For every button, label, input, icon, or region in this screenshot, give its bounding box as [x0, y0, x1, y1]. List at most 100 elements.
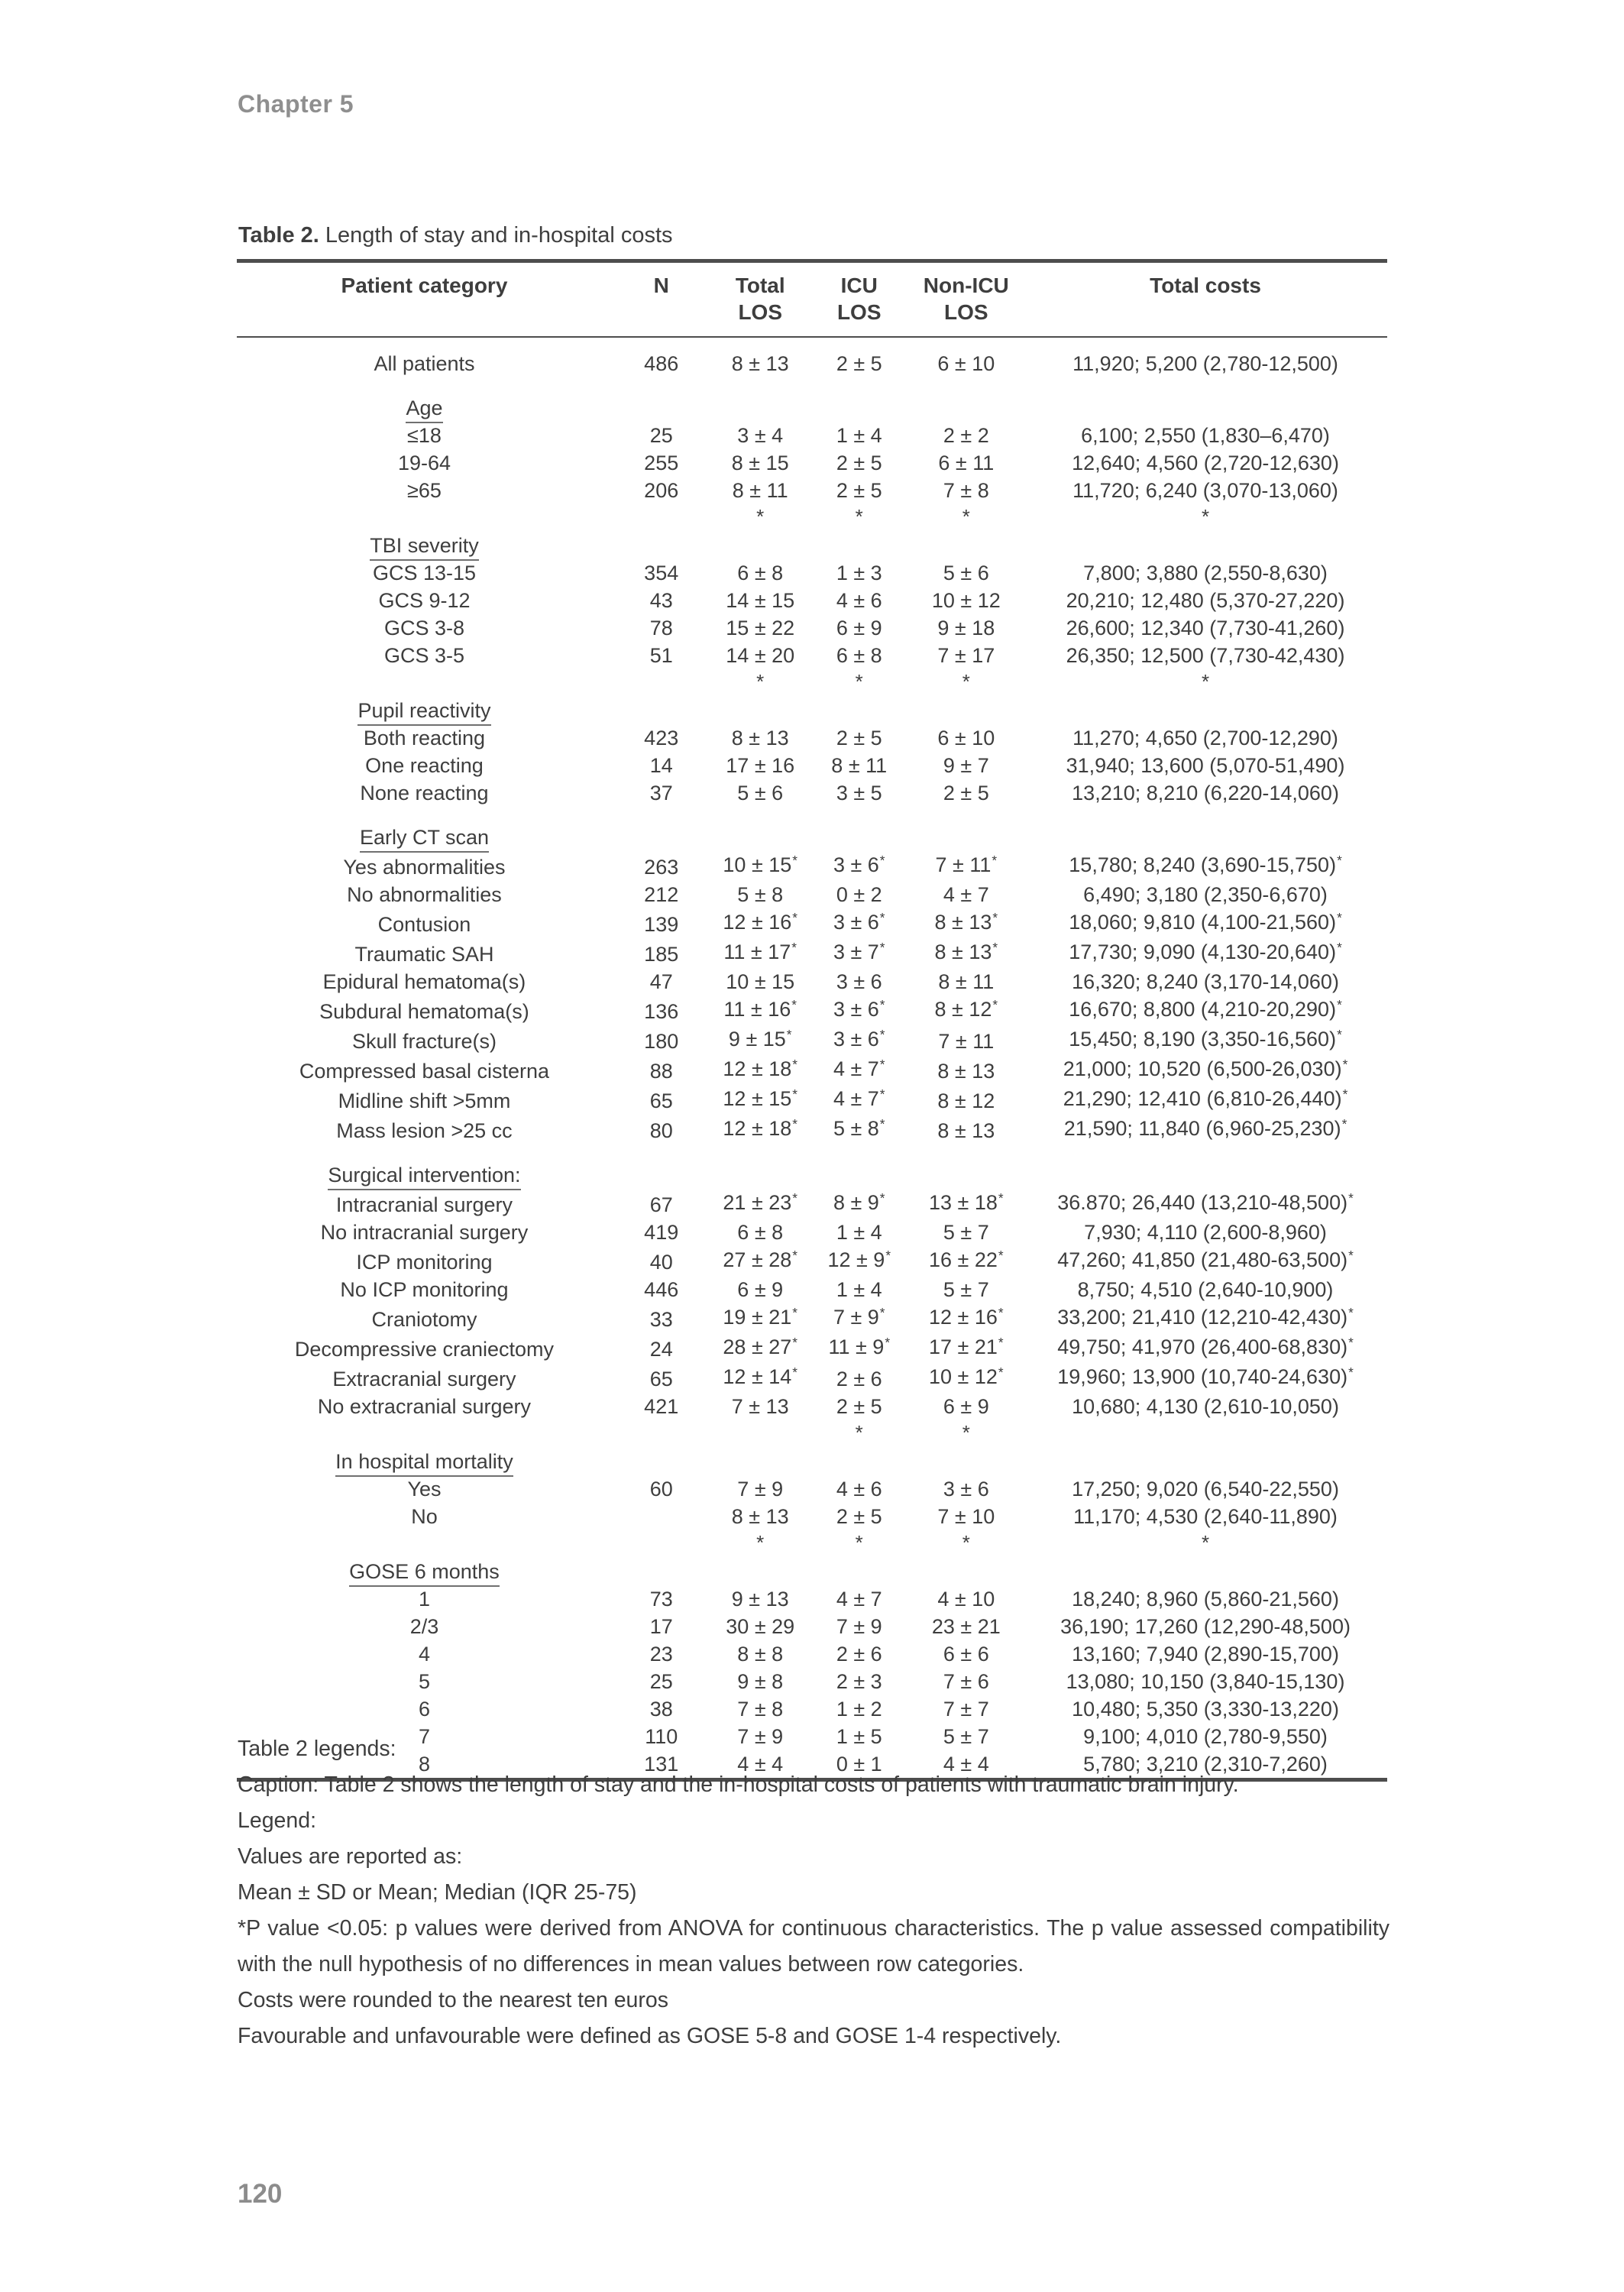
n-cell: 73: [649, 1588, 673, 1611]
table-row: ≥65 206 8 ± 11 2 ± 5 7 ± 8 11,720; 6,240 (3,0…: [237, 477, 1387, 504]
empty-cell: [1024, 1445, 1387, 1475]
non-icu-los-cell: 16 ± 22*: [928, 1247, 1004, 1272]
table-header-row: Patient category N Total LOS ICU LOS Non-ICU LO…: [237, 261, 1387, 337]
table-row: Midline shift >5mm 65 12 ± 15* 4 ± 7* 8 ± 12…: [237, 1085, 1387, 1115]
asterisk-cell: [612, 1420, 711, 1445]
total-los-cell: 9 ± 15*: [728, 1026, 792, 1051]
section-header-cell: In hospital mortality: [237, 1445, 612, 1477]
asterisk-cell: *: [756, 505, 765, 528]
n-cell: 65: [649, 1089, 673, 1112]
icu-los-cell: 0 ± 2: [836, 883, 882, 906]
n-cell: 78: [649, 617, 673, 639]
icu-los-cell: 3 ± 6: [836, 970, 882, 993]
n-cell: 24: [649, 1338, 673, 1361]
empty-cell: [909, 807, 1024, 851]
table-row: None reacting 37 5 ± 6 3 ± 5 2 ± 5 13,210; 8,…: [237, 779, 1387, 807]
n-cell: 110: [645, 1725, 678, 1748]
column-header: Non-ICU LOS: [923, 274, 1009, 324]
significance-asterisk: *: [879, 1190, 885, 1206]
icu-los-cell: 4 ± 6: [836, 1478, 882, 1500]
significance-asterisk: *: [786, 1026, 792, 1042]
section-header-cell: Age: [237, 377, 612, 423]
table-row: No abnormalities 212 5 ± 8 0 ± 2 4 ± 7 6,490;…: [237, 881, 1387, 908]
total-costs-cell: 49,750; 41,970 (26,400-68,830)*: [1057, 1334, 1354, 1359]
patient-category-cell: GCS 13-15: [372, 562, 477, 584]
patient-category-cell: GCS 3-5: [383, 644, 464, 667]
empty-cell: [710, 1445, 810, 1475]
total-los-cell: 12 ± 15*: [723, 1086, 798, 1111]
patient-category-cell: No extracranial surgery: [317, 1395, 532, 1418]
icu-los-cell: 0 ± 1: [836, 1753, 882, 1776]
section-header-label: Early CT scan: [359, 826, 489, 853]
total-los-cell: 8 ± 8: [737, 1643, 784, 1666]
significance-asterisk: *: [998, 1190, 1004, 1206]
icu-los-cell: 2 ± 3: [836, 1670, 882, 1693]
icu-los-cell: 2 ± 5: [836, 479, 882, 502]
asterisk-cell: *: [1201, 670, 1210, 693]
empty-cell: [909, 529, 1024, 559]
significance-asterisk: *: [992, 996, 998, 1012]
non-icu-los-cell: 8 ± 12: [937, 1089, 995, 1112]
table-row: Yes 60 7 ± 9 4 ± 6 3 ± 6 17,250; 9,020 (6,540…: [237, 1475, 1387, 1503]
significance-asterisk: *: [1348, 1304, 1354, 1320]
total-los-cell: 7 ± 9: [737, 1725, 784, 1748]
icu-los-cell: 3 ± 6*: [833, 852, 885, 877]
patient-category-cell: 4: [418, 1643, 430, 1666]
table-header: Patient category N Total LOS ICU LOS Non-ICU LO…: [237, 261, 1387, 337]
significance-asterisk: *: [879, 1304, 885, 1320]
non-icu-los-cell: 8 ± 13: [937, 1060, 995, 1083]
total-los-cell: 15 ± 22: [726, 617, 795, 639]
table-row: GCS 3-5 51 14 ± 20 6 ± 8 7 ± 17 26,350; 12,50…: [237, 642, 1387, 669]
n-cell: 43: [649, 589, 673, 612]
n-cell: 88: [649, 1060, 673, 1083]
non-icu-los-cell: 8 ± 12*: [934, 996, 998, 1021]
icu-los-cell: 11 ± 9*: [828, 1334, 891, 1359]
table-row: No 8 ± 13 2 ± 5 7 ± 10 11,170; 4,530 (2,640-…: [237, 1503, 1387, 1530]
n-cell: 180: [644, 1030, 679, 1053]
significance-asterisk: *: [1348, 1247, 1354, 1263]
asterisk-cell: [612, 1530, 711, 1555]
table-row: Compressed basal cisterna 88 12 ± 18* 4 ± 7…: [237, 1055, 1387, 1085]
icu-los-cell: 7 ± 9*: [833, 1304, 885, 1329]
table-row: GCS 13-15 354 6 ± 8 1 ± 3 5 ± 6 7,800; 3,880 …: [237, 559, 1387, 587]
patient-category-cell: Extracranial surgery: [332, 1368, 516, 1390]
significance-asterisk: *: [791, 996, 797, 1012]
non-icu-los-cell: 6 ± 10: [937, 352, 995, 375]
non-icu-los-cell: 17 ± 21*: [928, 1334, 1004, 1359]
significance-asterisk: *: [792, 1056, 798, 1072]
icu-los-cell: 4 ± 7: [836, 1588, 882, 1611]
icu-los-cell: 1 ± 3: [836, 562, 882, 584]
asterisk-cell: [710, 1420, 810, 1445]
total-costs-cell: 9,100; 4,010 (2,780-9,550): [1083, 1725, 1328, 1748]
asterisk-cell: *: [962, 505, 970, 528]
n-cell: 60: [649, 1478, 673, 1500]
total-costs-cell: 6,490; 3,180 (2,350-6,670): [1083, 883, 1328, 906]
significance-asterisk: *: [792, 852, 798, 868]
significance-asterisk: *: [885, 1334, 891, 1350]
total-costs-cell: 8,750; 4,510 (2,640-10,900): [1077, 1278, 1334, 1301]
section-header-cell: Pupil reactivity: [237, 694, 612, 726]
empty-cell: [810, 1555, 909, 1585]
legend-line: Caption: Table 2 shows the length of sta…: [238, 1772, 1239, 1797]
non-icu-los-cell: 10 ± 12*: [928, 1364, 1004, 1389]
icu-los-cell: 12 ± 9*: [827, 1247, 891, 1272]
patient-category-cell: Contusion: [377, 913, 471, 936]
empty-cell: [810, 529, 909, 559]
significance-asterisk: *: [1341, 1115, 1347, 1131]
icu-los-cell: 1 ± 4: [836, 1278, 882, 1301]
patient-category-cell: ≤18: [407, 424, 442, 447]
table-row: Skull fracture(s) 180 9 ± 15* 3 ± 6* 7 ± 11 1…: [237, 1025, 1387, 1055]
table-row: Both reacting 423 8 ± 13 2 ± 5 6 ± 10 11,270;…: [237, 724, 1387, 752]
significance-asterisk: *: [992, 909, 998, 925]
empty-cell: [909, 377, 1024, 422]
total-costs-cell: 17,730; 9,090 (4,130-20,640)*: [1069, 939, 1342, 964]
section-header-label: In hospital mortality: [335, 1450, 513, 1477]
section-header-cell: Early CT scan: [237, 807, 612, 853]
non-icu-los-cell: 6 ± 11: [938, 452, 995, 474]
n-cell: 421: [644, 1395, 679, 1418]
non-icu-los-cell: 10 ± 12: [931, 589, 1001, 612]
patient-category-cell: Skull fracture(s): [351, 1030, 497, 1053]
icu-los-cell: 2 ± 5: [836, 1395, 882, 1418]
patient-category-cell: Traumatic SAH: [354, 943, 494, 966]
